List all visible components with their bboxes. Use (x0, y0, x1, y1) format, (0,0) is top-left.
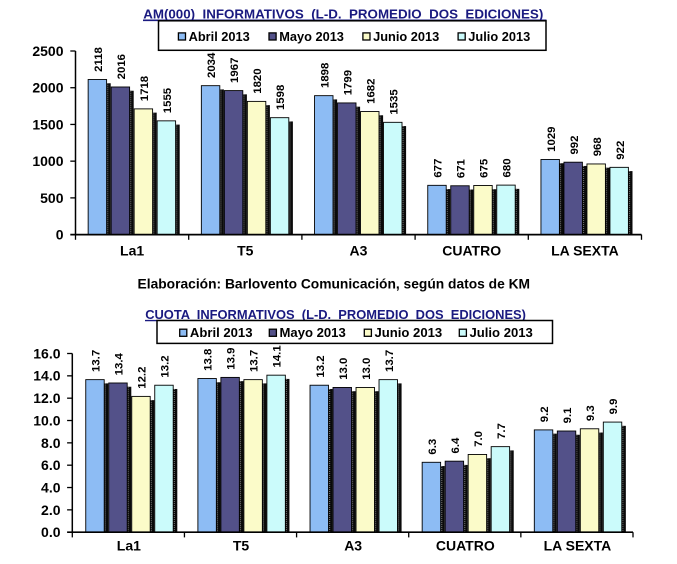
svg-text:922: 922 (615, 141, 627, 160)
svg-text:677: 677 (433, 159, 445, 178)
svg-text:9.9: 9.9 (608, 399, 620, 415)
svg-text:500: 500 (40, 190, 64, 206)
svg-text:992: 992 (569, 136, 581, 155)
svg-text:1535: 1535 (388, 89, 400, 115)
svg-text:Abril 2013: Abril 2013 (189, 29, 250, 44)
svg-text:13.8: 13.8 (203, 349, 215, 371)
svg-text:1967: 1967 (229, 58, 241, 83)
svg-text:1820: 1820 (252, 68, 264, 93)
svg-text:10.0: 10.0 (33, 412, 60, 428)
svg-text:7.7: 7.7 (496, 423, 508, 439)
svg-text:671: 671 (456, 158, 468, 178)
svg-text:13.7: 13.7 (384, 350, 396, 372)
svg-text:La1: La1 (117, 538, 141, 554)
svg-text:2016: 2016 (116, 54, 128, 79)
svg-text:9.3: 9.3 (585, 405, 597, 421)
svg-text:LA SEXTA: LA SEXTA (551, 243, 619, 259)
svg-text:6.3: 6.3 (427, 439, 439, 455)
svg-text:Elaboración: Barlovento Comuni: Elaboración: Barlovento Comunicación, se… (138, 276, 531, 291)
svg-text:1718: 1718 (139, 76, 151, 101)
svg-text:Mayo 2013: Mayo 2013 (279, 29, 344, 44)
svg-text:1598: 1598 (275, 85, 287, 110)
svg-text:Julio 2013: Julio 2013 (468, 29, 530, 44)
svg-text:0: 0 (56, 227, 64, 243)
svg-text:12.0: 12.0 (33, 390, 60, 406)
svg-text:1555: 1555 (162, 87, 174, 113)
svg-text:1000: 1000 (32, 153, 63, 169)
svg-text:9.2: 9.2 (539, 406, 551, 422)
svg-text:CUATRO: CUATRO (436, 538, 495, 554)
svg-text:Junio 2013: Junio 2013 (373, 29, 439, 44)
svg-text:968: 968 (592, 137, 604, 156)
svg-text:13.7: 13.7 (249, 350, 261, 372)
svg-text:13.7: 13.7 (91, 350, 103, 372)
svg-text:7.0: 7.0 (473, 431, 485, 447)
svg-text:13.0: 13.0 (361, 358, 373, 380)
svg-text:2.0: 2.0 (41, 502, 61, 518)
svg-text:4.0: 4.0 (41, 479, 61, 495)
svg-text:2118: 2118 (93, 47, 105, 72)
svg-text:6.0: 6.0 (41, 457, 61, 473)
svg-text:A3: A3 (350, 243, 368, 259)
svg-text:A3: A3 (344, 538, 362, 554)
svg-text:Junio 2013: Junio 2013 (375, 325, 443, 340)
svg-text:13.9: 13.9 (226, 348, 238, 370)
svg-text:La1: La1 (120, 243, 144, 259)
svg-text:13.2: 13.2 (160, 355, 172, 377)
svg-text:Julio 2013: Julio 2013 (470, 325, 533, 340)
svg-text:T5: T5 (233, 538, 250, 554)
svg-text:6.4: 6.4 (450, 437, 462, 453)
svg-text:13.0: 13.0 (338, 358, 350, 380)
svg-text:675: 675 (479, 158, 491, 178)
svg-text:8.0: 8.0 (41, 435, 61, 451)
svg-text:CUATRO: CUATRO (442, 243, 501, 259)
svg-text:1898: 1898 (319, 63, 331, 88)
svg-text:LA SEXTA: LA SEXTA (544, 538, 612, 554)
svg-text:14.1: 14.1 (272, 345, 284, 368)
svg-text:1799: 1799 (342, 70, 354, 95)
svg-text:13.2: 13.2 (315, 355, 327, 377)
svg-text:2034: 2034 (206, 52, 218, 78)
svg-text:13.4: 13.4 (114, 353, 126, 376)
svg-text:1500: 1500 (32, 116, 63, 132)
svg-text:680: 680 (502, 158, 514, 177)
svg-text:2000: 2000 (32, 80, 63, 96)
svg-text:0.0: 0.0 (41, 524, 61, 540)
svg-text:Mayo 2013: Mayo 2013 (280, 325, 346, 340)
svg-text:Abril 2013: Abril 2013 (190, 325, 253, 340)
svg-text:1682: 1682 (365, 79, 377, 104)
svg-text:1029: 1029 (546, 126, 558, 151)
svg-text:2500: 2500 (32, 43, 63, 59)
svg-text:9.1: 9.1 (562, 407, 574, 423)
svg-text:AM(000) INFORMATIVOS (L-D.: AM(000) INFORMATIVOS (L-D. PROMEDIO DOS … (143, 6, 543, 21)
svg-text:14.0: 14.0 (33, 368, 60, 384)
svg-text:16.0: 16.0 (33, 345, 60, 361)
svg-text:12.2: 12.2 (137, 367, 149, 389)
svg-text:CUOTA INFORMATIVOS (L-D. PR: CUOTA INFORMATIVOS (L-D. PROMEDIO DOS ED… (145, 307, 526, 322)
svg-text:T5: T5 (237, 243, 254, 259)
